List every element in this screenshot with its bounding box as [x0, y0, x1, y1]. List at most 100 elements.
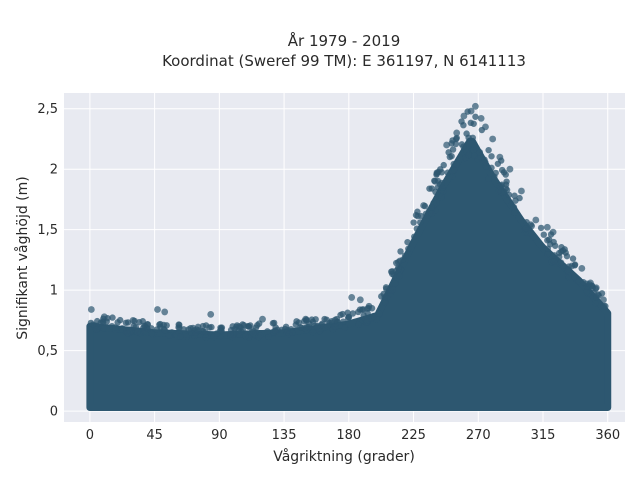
scatter-point — [355, 321, 362, 328]
scatter-point — [511, 209, 518, 216]
scatter-point — [453, 129, 461, 137]
scatter-point — [532, 216, 540, 224]
scatter-point — [591, 300, 599, 307]
scatter-point — [522, 225, 530, 232]
scatter-point — [364, 309, 371, 317]
scatter-point — [154, 306, 161, 313]
scatter-point — [111, 324, 119, 331]
scatter-point — [559, 247, 567, 254]
scatter-point — [433, 199, 440, 207]
chart-title-line1: År 1979 - 2019 — [288, 31, 401, 50]
scatter-point — [449, 173, 456, 180]
x-tick-label: 45 — [146, 428, 163, 443]
scatter-point — [202, 334, 210, 341]
scatter-point — [460, 143, 467, 150]
scatter-point — [345, 314, 353, 321]
y-tick-label: 1,5 — [37, 223, 58, 238]
scatter-point — [440, 161, 447, 169]
x-tick-label: 360 — [595, 428, 620, 443]
scatter-point — [544, 251, 551, 258]
scatter-point — [329, 326, 337, 333]
scatter-point — [306, 320, 313, 327]
scatter-point — [439, 184, 446, 191]
scatter-point — [328, 317, 335, 325]
scatter-point — [414, 212, 421, 220]
scatter-point — [564, 267, 572, 275]
scatter-point — [388, 286, 396, 294]
scatter-point — [592, 284, 600, 292]
scatter-point — [518, 187, 525, 195]
scatter-point — [467, 119, 474, 127]
scatter-point — [503, 186, 511, 194]
scatter-point — [144, 321, 151, 328]
scatter-point — [210, 333, 217, 341]
scatter-point — [264, 328, 271, 335]
scatter-point — [445, 149, 452, 156]
x-tick-label: 315 — [531, 428, 556, 443]
scatter-point — [510, 204, 518, 211]
scatter-point — [394, 264, 402, 271]
scatter-point — [148, 330, 155, 337]
scatter-point — [129, 316, 137, 324]
scatter-points — [86, 102, 612, 411]
y-tick-label: 2 — [50, 163, 58, 178]
scatter-point — [410, 219, 417, 226]
scatter-point — [313, 323, 321, 330]
scatter-point — [323, 322, 331, 330]
scatter-point — [157, 323, 164, 331]
scatter-point — [463, 130, 470, 137]
scatter-point — [100, 319, 107, 326]
scatter-point — [130, 322, 137, 330]
scatter-point — [485, 175, 492, 183]
scatter-point — [506, 165, 514, 173]
scatter-point — [488, 153, 495, 160]
scatter-point — [365, 302, 373, 310]
scatter-point — [391, 280, 399, 287]
scatter-point — [540, 231, 547, 238]
scatter-point — [122, 319, 130, 327]
scatter-point — [242, 333, 249, 340]
scatter-point — [578, 264, 586, 272]
scatter-point — [551, 252, 558, 259]
scatter-point — [488, 164, 495, 172]
scatter-point — [437, 166, 444, 173]
scatter-point — [309, 328, 317, 336]
scatter-point — [496, 153, 504, 161]
scatter-point — [467, 107, 475, 115]
x-tick-label: 135 — [272, 428, 297, 443]
y-tick-label: 0,5 — [37, 344, 58, 359]
scatter-point — [177, 333, 184, 340]
scatter-point — [363, 317, 370, 324]
scatter-point — [491, 173, 498, 180]
scatter-point — [453, 161, 460, 168]
scatter-point — [593, 294, 600, 301]
scatter-point — [265, 333, 272, 340]
x-tick-label: 90 — [211, 428, 228, 443]
scatter-point — [292, 321, 300, 328]
scatter-point — [472, 102, 479, 110]
scatter-point — [416, 219, 424, 226]
scatter-point — [512, 197, 519, 204]
scatter-point — [396, 272, 403, 280]
scatter-point — [565, 272, 572, 280]
scatter-point — [163, 322, 170, 329]
scatter-point — [349, 310, 357, 317]
scatter-point — [359, 306, 367, 313]
x-tick-label: 0 — [86, 428, 94, 443]
scatter-point — [537, 224, 545, 232]
scatter-point — [569, 255, 577, 262]
scatter-point — [257, 332, 264, 339]
scatter-point — [428, 210, 436, 217]
scatter-point — [100, 313, 108, 321]
scatter-point — [498, 181, 506, 188]
scatter-point — [438, 193, 445, 201]
scatter-point — [433, 170, 441, 177]
scatter-point — [495, 187, 502, 195]
scatter-point — [449, 137, 456, 144]
scatter-point — [259, 315, 266, 323]
scatter-point — [201, 328, 209, 336]
scatter-point — [216, 327, 224, 334]
scatter-point — [411, 233, 418, 240]
scatter-point — [100, 324, 107, 332]
